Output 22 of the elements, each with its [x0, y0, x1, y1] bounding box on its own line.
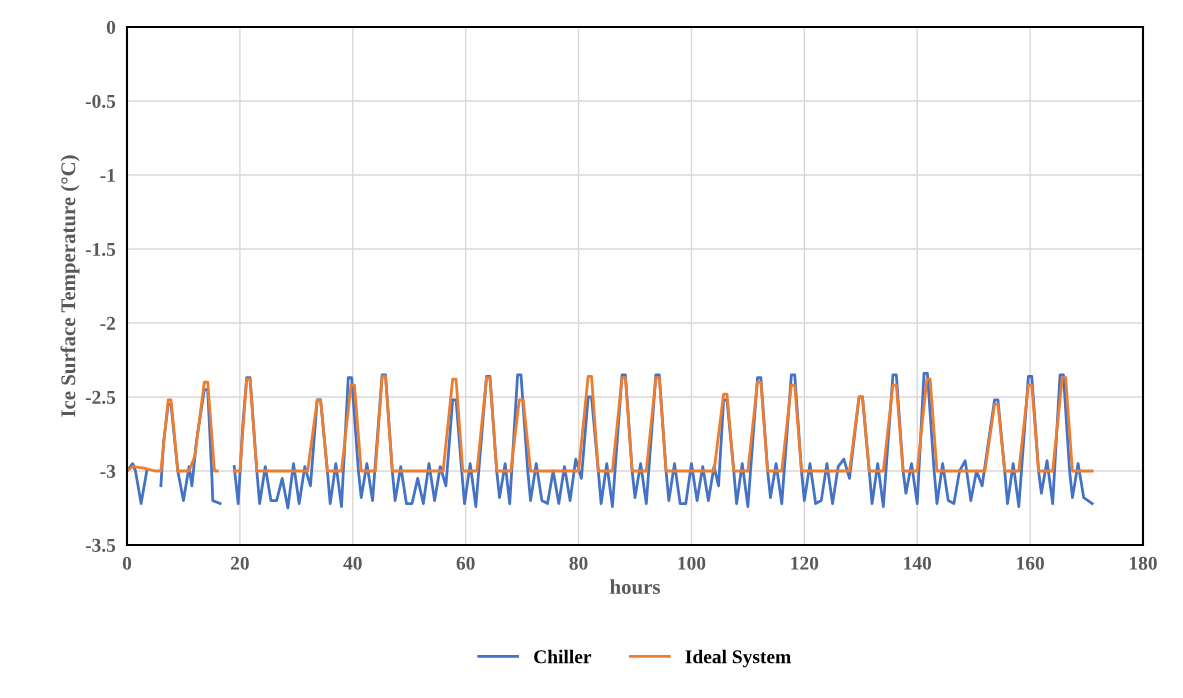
x-tick-label: 0	[122, 556, 132, 570]
y-tick-label: -3	[100, 464, 116, 478]
y-tick-label: -2.5	[85, 390, 116, 405]
x-tick-label: 60	[456, 556, 475, 570]
x-tick-label: 120	[791, 556, 819, 570]
x-tick-label: 180	[1129, 556, 1157, 570]
y-tick-label: -1.5	[85, 242, 116, 257]
y-tick-label: -2	[100, 316, 116, 330]
y-axis-title: Ice Surface Temperature (°C)	[60, 155, 80, 417]
y-tick-label: -1	[100, 168, 115, 182]
y-tick-label: 0	[106, 20, 116, 34]
x-tick-label: 160	[1017, 556, 1044, 570]
x-tick-label: 80	[569, 556, 588, 570]
x-axis-title: hours	[610, 579, 660, 595]
x-tick-label: 20	[230, 556, 249, 570]
y-tick-label: -3.5	[85, 538, 116, 553]
legend-label: Ideal System	[685, 649, 791, 668]
x-tick-label: 100	[678, 556, 706, 570]
x-tick-label: 40	[343, 556, 362, 570]
x-tick-label: 140	[904, 556, 932, 570]
legend-label: Chiller	[534, 649, 592, 664]
y-tick-label: -0.5	[85, 94, 116, 109]
